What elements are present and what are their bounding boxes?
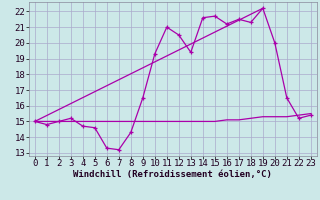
- X-axis label: Windchill (Refroidissement éolien,°C): Windchill (Refroidissement éolien,°C): [73, 170, 272, 179]
